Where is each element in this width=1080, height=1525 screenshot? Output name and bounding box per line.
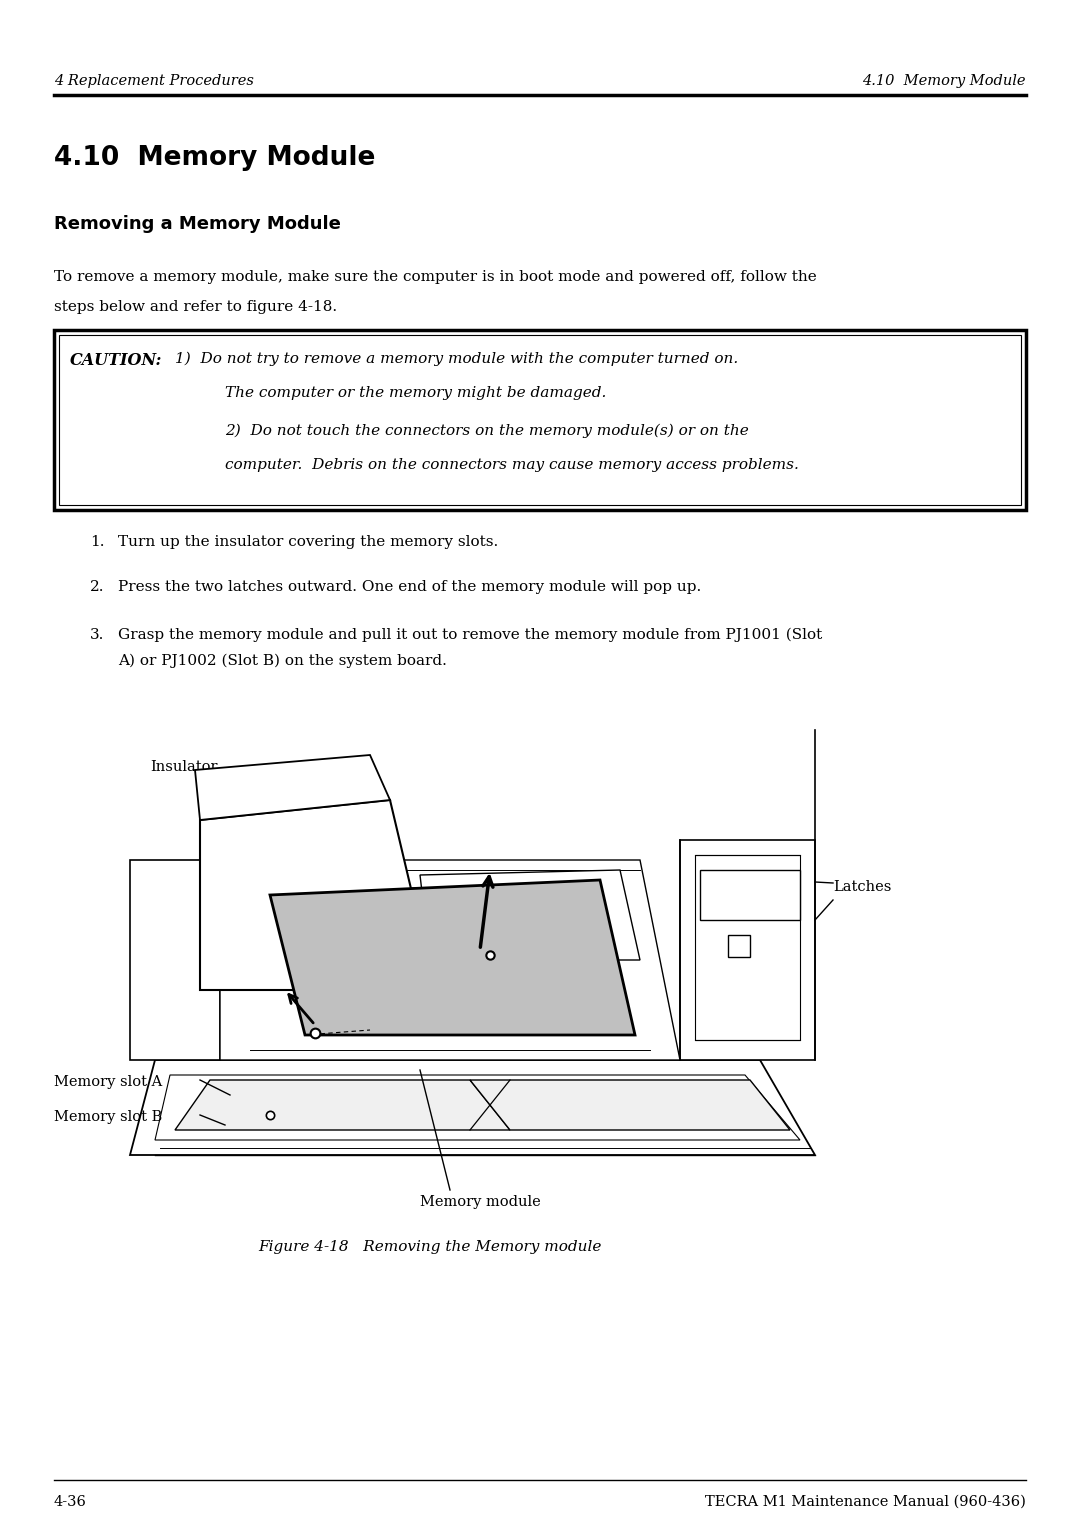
Bar [59,336,1021,505]
Polygon shape [680,840,815,1060]
Text: Turn up the insulator covering the memory slots.: Turn up the insulator covering the memor… [118,535,498,549]
Text: The computer or the memory might be damaged.: The computer or the memory might be dama… [225,386,606,400]
Text: Latches: Latches [833,880,891,894]
Polygon shape [195,755,390,820]
Text: 4.10  Memory Module: 4.10 Memory Module [863,75,1026,88]
Text: To remove a memory module, make sure the computer is in boot mode and powered of: To remove a memory module, make sure the… [54,270,816,284]
Bar [54,329,1026,509]
Polygon shape [200,801,435,990]
Text: Memory slot B: Memory slot B [54,1110,162,1124]
Text: 2)  Do not touch the connectors on the memory module(s) or on the: 2) Do not touch the connectors on the me… [225,424,748,438]
Text: Figure 4-18   Removing the Memory module: Figure 4-18 Removing the Memory module [258,1240,602,1254]
Text: Memory slot A: Memory slot A [54,1075,162,1089]
Text: Grasp the memory module and pull it out to remove the memory module from PJ1001 : Grasp the memory module and pull it out … [118,628,822,642]
Text: Press the two latches outward. One end of the memory module will pop up.: Press the two latches outward. One end o… [118,580,701,595]
Polygon shape [220,860,680,1060]
Text: CAUTION:: CAUTION: [70,352,162,369]
Polygon shape [175,1080,510,1130]
Text: 3.: 3. [90,628,105,642]
Polygon shape [470,1080,789,1130]
Text: 4-36: 4-36 [54,1494,86,1510]
Polygon shape [130,860,220,1060]
Text: computer.  Debris on the connectors may cause memory access problems.: computer. Debris on the connectors may c… [225,458,799,473]
Text: 2.: 2. [90,580,105,595]
Polygon shape [270,880,635,1035]
Text: Memory module: Memory module [420,1196,540,1209]
Polygon shape [420,869,640,961]
Text: TECRA M1 Maintenance Manual (960-436): TECRA M1 Maintenance Manual (960-436) [705,1494,1026,1510]
Bar [728,935,750,958]
Text: 1)  Do not try to remove a memory module with the computer turned on.: 1) Do not try to remove a memory module … [175,352,739,366]
Text: Insulator: Insulator [150,759,217,775]
Text: steps below and refer to figure 4-18.: steps below and refer to figure 4-18. [54,300,337,314]
Polygon shape [130,1060,815,1154]
Text: 4 Replacement Procedures: 4 Replacement Procedures [54,75,254,88]
Polygon shape [700,869,800,920]
Text: A) or PJ1002 (Slot B) on the system board.: A) or PJ1002 (Slot B) on the system boar… [118,654,447,668]
Text: 4.10  Memory Module: 4.10 Memory Module [54,145,376,171]
Text: 1.: 1. [90,535,105,549]
Text: Removing a Memory Module: Removing a Memory Module [54,215,341,233]
